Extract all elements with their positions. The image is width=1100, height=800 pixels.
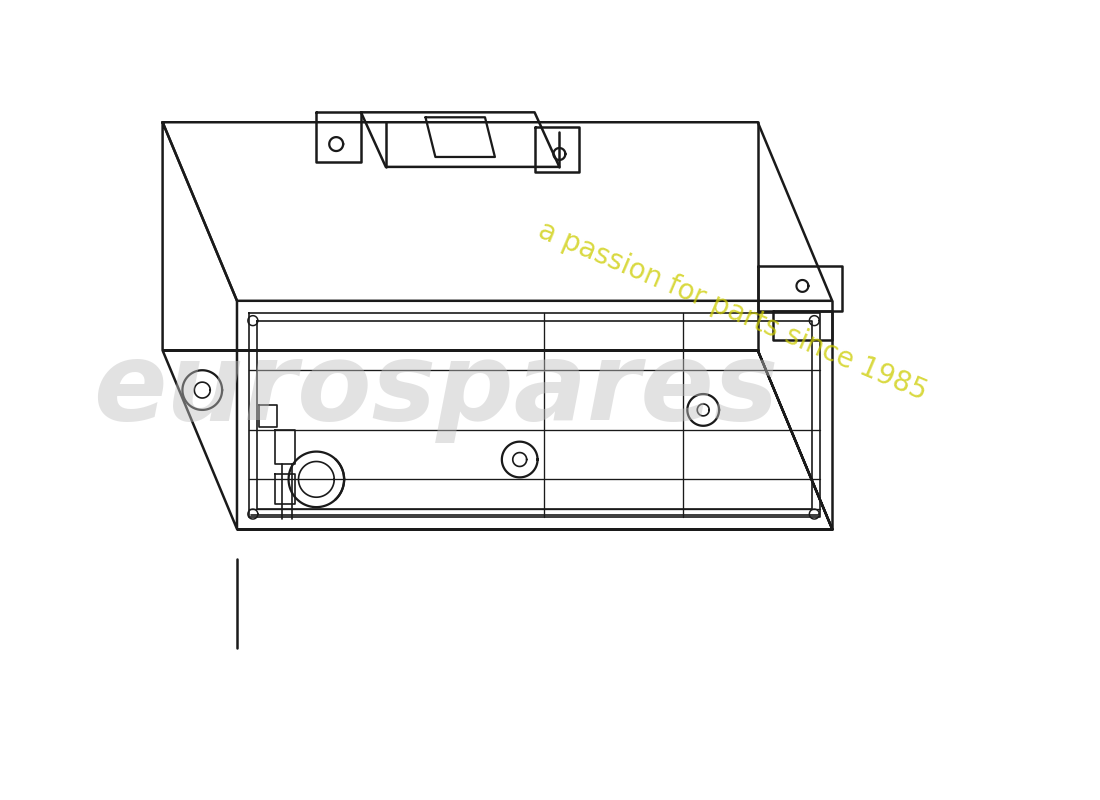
Text: a passion for parts since 1985: a passion for parts since 1985	[535, 216, 932, 406]
Text: eurospares: eurospares	[92, 337, 778, 443]
